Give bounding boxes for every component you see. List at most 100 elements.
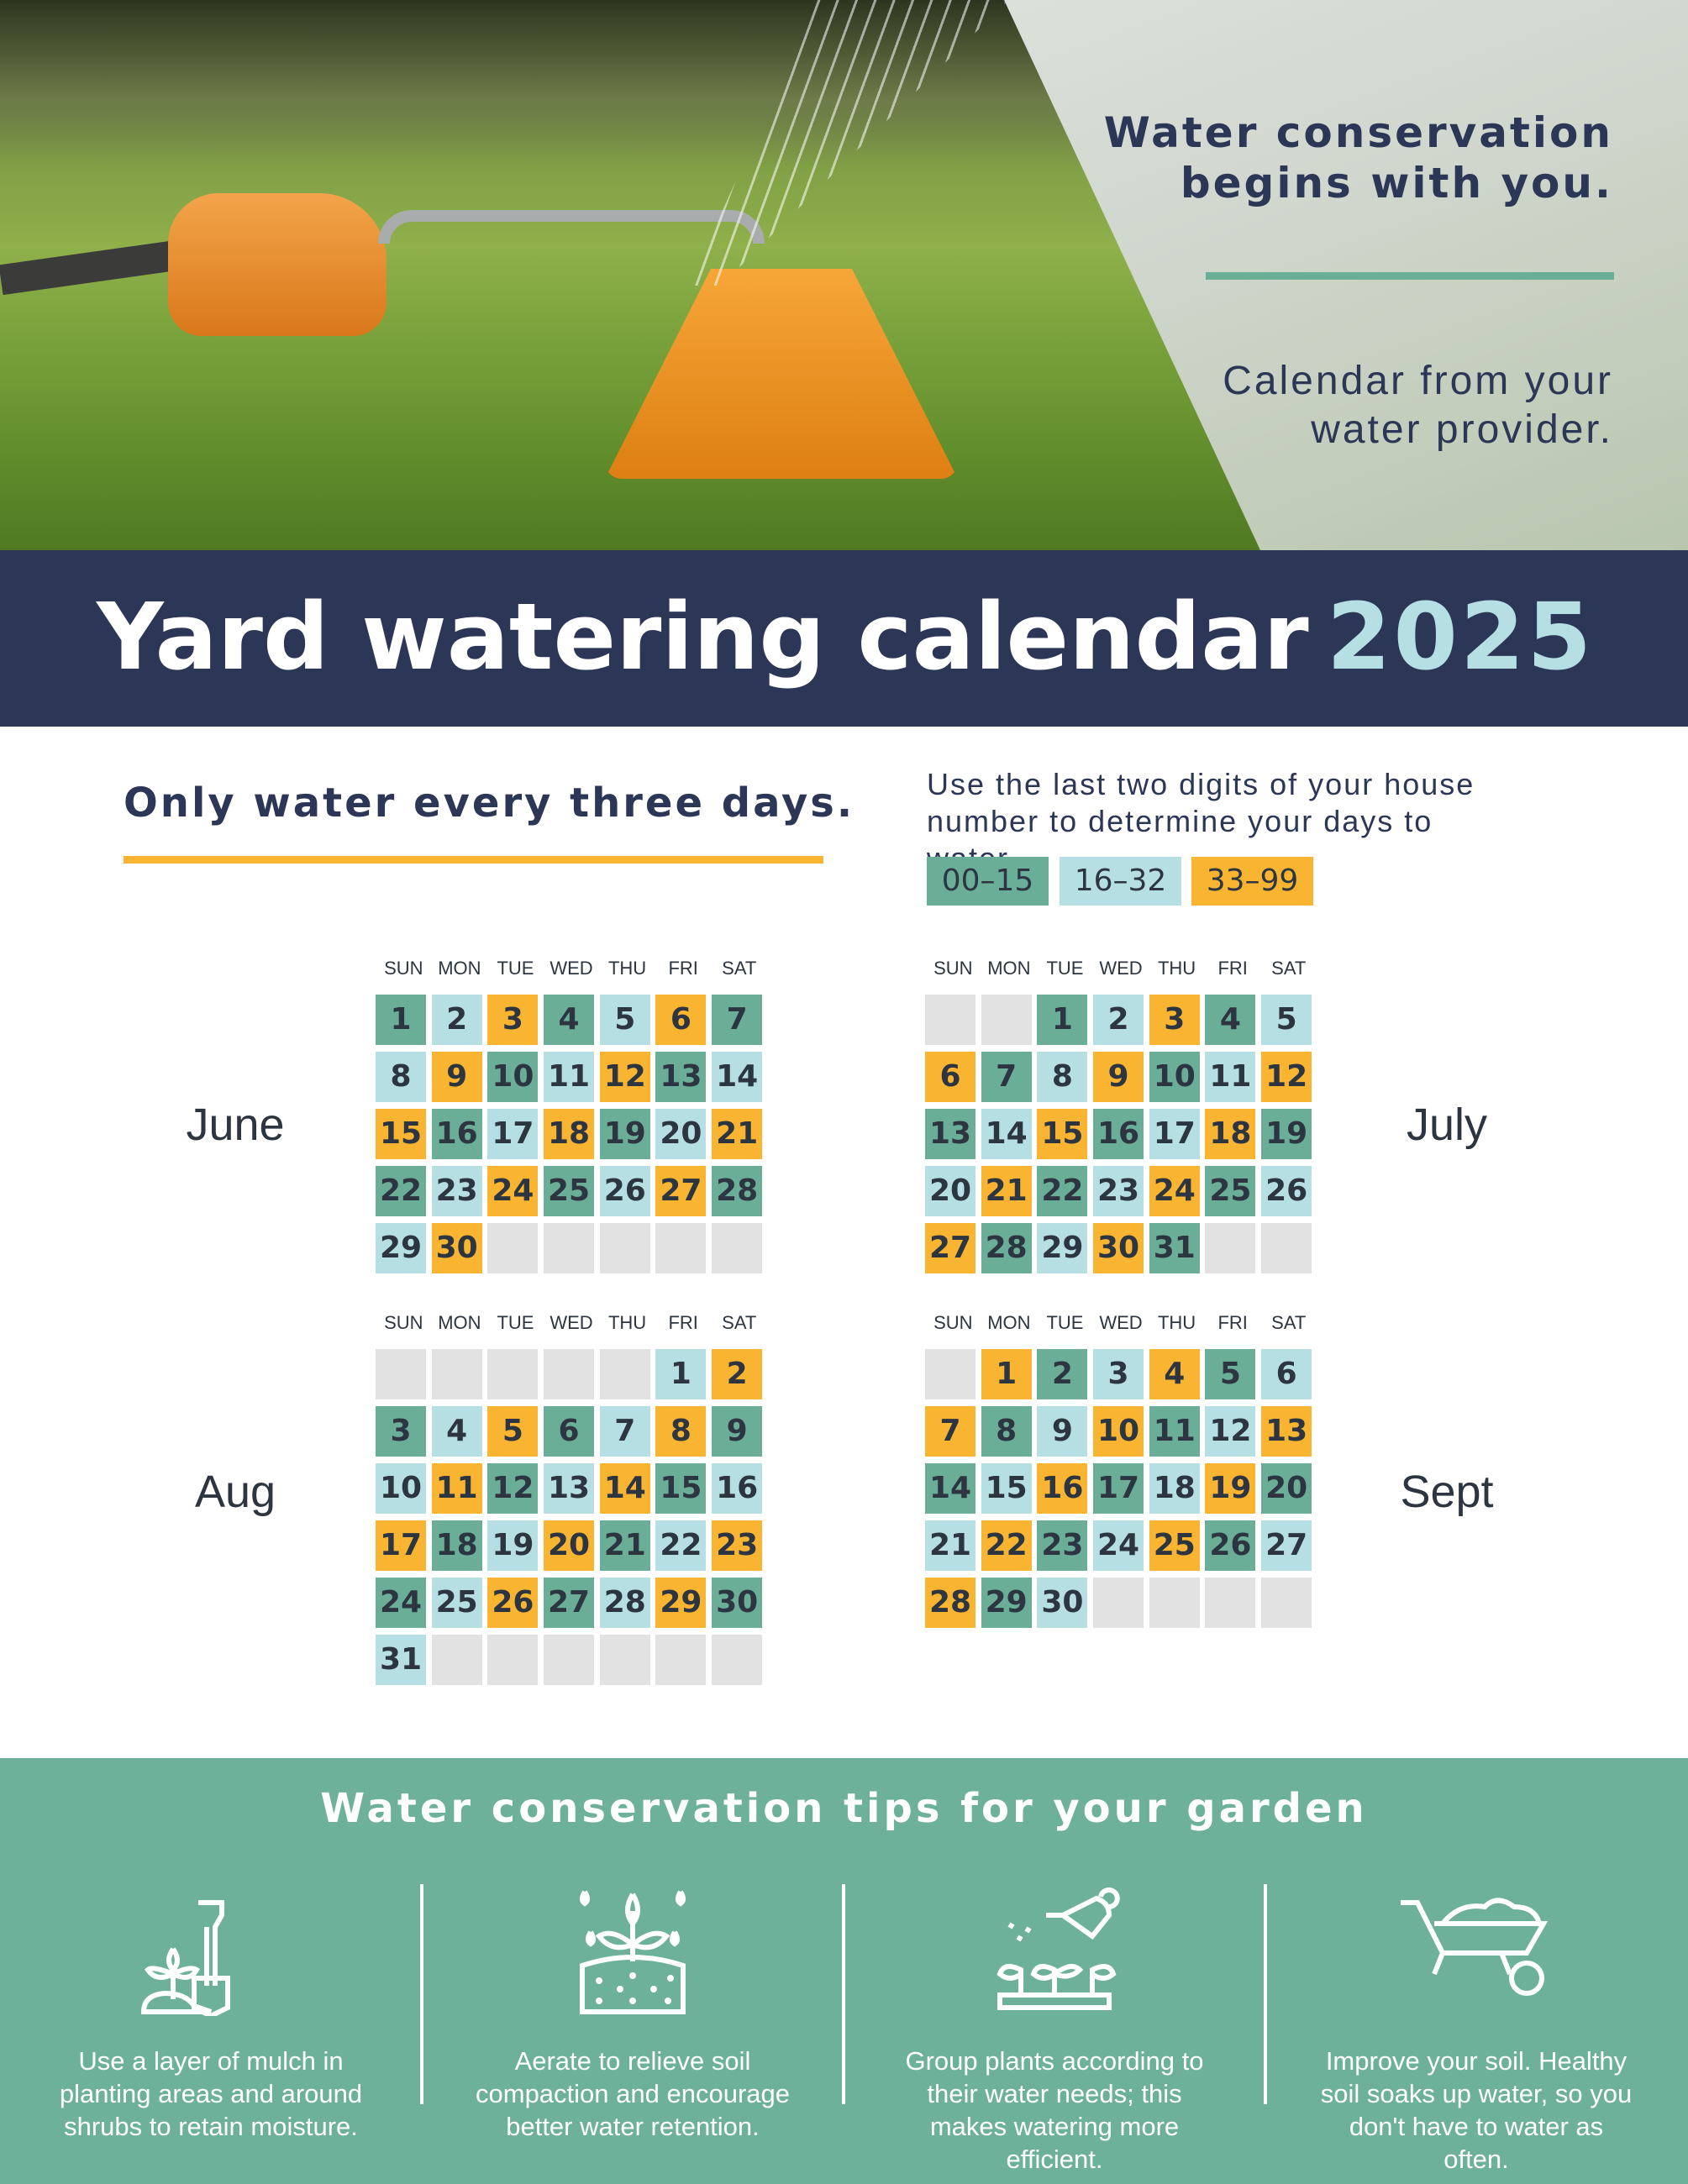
weekday-label: MON [438, 1312, 481, 1333]
empty-day-cell [431, 1349, 482, 1399]
day-cell: 17 [1149, 1109, 1200, 1159]
day-cell: 14 [712, 1052, 763, 1102]
day-cell: 18 [1149, 1463, 1200, 1514]
day-cell: 9 [431, 1052, 482, 1102]
month-label-july: July [1406, 1100, 1488, 1150]
day-cell: 21 [599, 1520, 650, 1571]
hero-subline: Calendar from your water provider. [1223, 359, 1613, 452]
day-cell: 20 [925, 1166, 975, 1216]
day-cell: 14 [925, 1463, 975, 1514]
weekday-label: SUN [384, 958, 423, 979]
day-cell: 15 [655, 1463, 707, 1514]
day-cell: 7 [925, 1406, 975, 1457]
day-cell: 18 [544, 1109, 595, 1159]
year: 2025 [1326, 583, 1594, 690]
legend-group-3: 33–99 [1191, 857, 1313, 906]
weekday-header: SUN MON TUE WED THU FRI SAT [376, 958, 767, 981]
empty-day-cell [712, 1223, 763, 1273]
day-cell: 19 [599, 1109, 650, 1159]
day-cell: 9 [712, 1406, 763, 1457]
rule-underline [124, 856, 823, 864]
day-cell: 30 [712, 1578, 763, 1628]
day-cell: 15 [376, 1109, 426, 1159]
weekday-label: SAT [722, 1312, 757, 1333]
day-cell: 15 [981, 1463, 1032, 1514]
day-cell: 8 [376, 1052, 426, 1102]
day-cell: 10 [1149, 1052, 1200, 1102]
empty-day-cell [599, 1349, 650, 1399]
day-cell: 12 [599, 1052, 650, 1102]
day-cell: 2 [431, 995, 482, 1045]
weekday-label: WED [1099, 958, 1143, 979]
day-cell: 26 [599, 1166, 650, 1216]
day-cell: 29 [981, 1578, 1032, 1628]
empty-day-cell [544, 1349, 595, 1399]
day-cell: 1 [981, 1349, 1032, 1399]
day-cell: 6 [655, 995, 707, 1045]
day-cell: 4 [431, 1406, 482, 1457]
day-cell: 7 [981, 1052, 1032, 1102]
day-cell: 22 [376, 1166, 426, 1216]
day-cell: 8 [1037, 1052, 1088, 1102]
day-cell: 16 [1093, 1109, 1144, 1159]
empty-day-cell [1261, 1223, 1312, 1273]
day-cell: 9 [1093, 1052, 1144, 1102]
sprinkler-image [168, 193, 387, 336]
tip-text: Aerate to relieve soil compaction and en… [476, 2046, 790, 2141]
day-cell: 3 [1093, 1349, 1144, 1399]
day-cell: 11 [431, 1463, 482, 1514]
empty-day-cell [487, 1635, 539, 1685]
day-grid: 1 2 3 4 5 6 7 8 9 10 11 12 13 14 15 16 17 18 19 20 21 22 23 24 2… [376, 1349, 767, 1685]
calendar-aug: SUN MON TUE WED THU FRI SAT 1 2 3 4 5 6 7 8 9 10 11 12 13 14… [376, 1312, 767, 1685]
day-cell: 25 [544, 1166, 595, 1216]
day-cell: 1 [1037, 995, 1088, 1045]
weekday-label: MON [438, 958, 481, 979]
tip-text: Group plants according to their water ne… [905, 2046, 1204, 2174]
legend-instructions: Use the last two digits of your house nu… [927, 767, 1475, 875]
day-cell: 22 [1037, 1166, 1088, 1216]
tips-title: Water conservation tips for your garden [320, 1785, 1368, 1832]
day-cell: 16 [431, 1109, 482, 1159]
empty-day-cell [431, 1635, 482, 1685]
weekday-label: TUE [1046, 958, 1084, 979]
day-cell: 12 [1261, 1052, 1312, 1102]
day-cell: 27 [1261, 1520, 1312, 1571]
empty-day-cell [487, 1349, 539, 1399]
day-cell: 26 [1205, 1520, 1256, 1571]
day-grid: 1 2 3 4 5 6 7 8 9 10 11 12 13 14 15 16 17 18 19 20 21 22 23 24 2… [376, 995, 767, 1273]
tip-group-plants: Group plants according to their water ne… [844, 1882, 1265, 2176]
page-title: Yard watering calendar [97, 583, 1309, 690]
weekday-label: TUE [497, 958, 534, 979]
empty-day-cell [1149, 1578, 1200, 1628]
wheelbarrow-icon [1401, 1898, 1549, 1996]
title-band [0, 550, 1688, 727]
empty-day-cell [544, 1223, 595, 1273]
day-cell: 10 [1093, 1406, 1144, 1457]
weekday-label: WED [1099, 1312, 1143, 1333]
empty-day-cell [925, 1349, 975, 1399]
weekday-label: FRI [1217, 1312, 1248, 1333]
legend-group-1: 00–15 [927, 857, 1049, 906]
weekday-label: THU [607, 958, 647, 979]
weekday-label: MON [987, 1312, 1031, 1333]
day-cell: 27 [925, 1223, 975, 1273]
tip-text: Improve your soil. Healthy soil soaks up… [1320, 2046, 1633, 2174]
day-cell: 20 [655, 1109, 707, 1159]
divider [1264, 1884, 1267, 2104]
tip-mulch: Use a layer of mulch in planting areas a… [0, 1882, 422, 2143]
weekday-header: SUN MON TUE WED THU FRI SAT [376, 1312, 767, 1336]
day-cell: 13 [925, 1109, 975, 1159]
day-cell: 24 [1093, 1520, 1144, 1571]
weekday-label: MON [987, 958, 1031, 979]
day-cell: 6 [925, 1052, 975, 1102]
weekday-label: SAT [1271, 1312, 1307, 1333]
day-cell: 7 [599, 1406, 650, 1457]
day-cell: 30 [1037, 1578, 1088, 1628]
day-cell: 22 [655, 1520, 707, 1571]
day-cell: 14 [599, 1463, 650, 1514]
day-cell: 8 [655, 1406, 707, 1457]
day-cell: 17 [376, 1520, 426, 1571]
empty-day-cell [1205, 1223, 1256, 1273]
day-cell: 28 [981, 1223, 1032, 1273]
day-cell: 6 [1261, 1349, 1312, 1399]
